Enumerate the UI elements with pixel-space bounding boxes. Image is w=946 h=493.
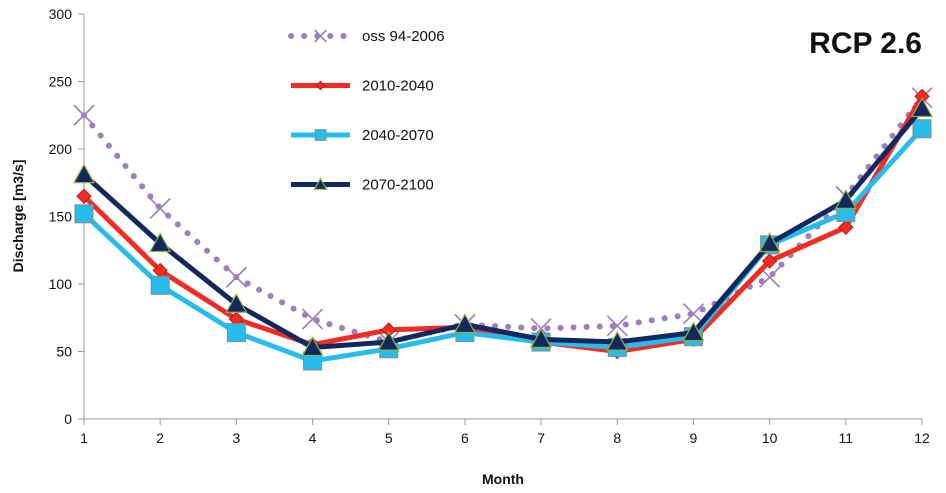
series-layer xyxy=(72,87,934,371)
data-point xyxy=(149,232,172,253)
plot-axes xyxy=(83,14,922,420)
data-point xyxy=(73,104,95,126)
y-tick-label: 50 xyxy=(56,344,72,360)
x-tick-label: 7 xyxy=(537,430,545,446)
legend-item: 2070-2100 xyxy=(291,177,434,194)
legend-item: 2010-2040 xyxy=(291,78,434,95)
data-point xyxy=(838,219,854,236)
y-tick-label: 200 xyxy=(49,141,73,157)
x-tick-label: 5 xyxy=(385,430,393,446)
data-point xyxy=(226,323,246,343)
series-line xyxy=(82,106,924,350)
data-point xyxy=(530,328,553,348)
y-tick-label: 300 xyxy=(49,6,73,22)
legend-label: 2010-2040 xyxy=(362,78,434,95)
marker-stroke xyxy=(225,266,247,288)
x-axis-ticks: 1 2 3 4 5 6 7 8 9 10 11 12 xyxy=(80,419,930,446)
marker-stroke xyxy=(313,29,328,43)
series-4 xyxy=(72,97,934,357)
marker-stroke xyxy=(301,308,324,330)
y-tick-label: 100 xyxy=(49,276,73,292)
marker-stroke xyxy=(73,104,95,126)
series-line xyxy=(82,95,925,354)
legend-marker xyxy=(313,177,328,190)
data-point xyxy=(682,303,705,325)
data-point xyxy=(758,232,781,253)
data-point xyxy=(301,308,324,330)
data-point xyxy=(761,253,778,269)
y-tick-label: 150 xyxy=(49,209,73,225)
x-tick-label: 4 xyxy=(309,430,317,446)
legend-label: 2070-2100 xyxy=(362,177,434,194)
legend-marker xyxy=(313,29,328,43)
legend-item: oss 94-2006 xyxy=(288,28,445,45)
x-tick-label: 12 xyxy=(914,430,930,446)
chart-title: RCP 2.6 xyxy=(809,27,922,60)
data-point xyxy=(606,330,629,351)
legend-label: oss 94-2006 xyxy=(362,28,445,45)
x-tick-label: 2 xyxy=(156,430,164,446)
data-point xyxy=(377,330,400,351)
data-point xyxy=(72,163,96,184)
series-line xyxy=(82,127,924,364)
data-point xyxy=(682,321,705,342)
x-tick-label: 6 xyxy=(461,430,469,446)
x-tick-label: 10 xyxy=(762,430,778,446)
y-axis-title: Discharge [m3/s] xyxy=(10,160,26,273)
marker-stroke xyxy=(606,315,628,337)
marker-stroke xyxy=(682,303,705,325)
legend: oss 94-2006 2010-2040 2040-2070 2070-2100 xyxy=(288,28,445,194)
y-tick-label: 250 xyxy=(49,74,73,90)
marker-stroke xyxy=(149,197,171,219)
y-tick-label: 0 xyxy=(64,411,72,427)
data-point xyxy=(225,266,247,288)
data-point xyxy=(910,97,934,118)
marker-stroke xyxy=(759,266,781,288)
data-point xyxy=(606,315,628,337)
legend-marker xyxy=(314,129,327,141)
x-axis-title: Month xyxy=(482,471,524,487)
x-tick-label: 11 xyxy=(839,430,854,446)
data-point xyxy=(453,313,476,334)
data-point xyxy=(74,204,94,224)
legend-item: 2040-2070 xyxy=(291,127,434,144)
x-tick-label: 9 xyxy=(690,430,698,446)
data-point xyxy=(150,275,170,295)
x-tick-label: 1 xyxy=(80,430,88,446)
data-point xyxy=(301,336,324,357)
data-point xyxy=(149,197,171,219)
series-line xyxy=(81,94,925,346)
data-point xyxy=(912,119,932,139)
x-tick-label: 8 xyxy=(613,430,621,446)
data-point xyxy=(834,189,857,209)
y-axis-ticks: 0 50 100 150 200 250 300 xyxy=(49,6,84,427)
legend-label: 2040-2070 xyxy=(362,127,434,144)
data-point xyxy=(225,293,248,313)
legend-marker xyxy=(315,80,326,91)
data-point xyxy=(76,188,92,204)
x-tick-label: 3 xyxy=(232,430,240,446)
